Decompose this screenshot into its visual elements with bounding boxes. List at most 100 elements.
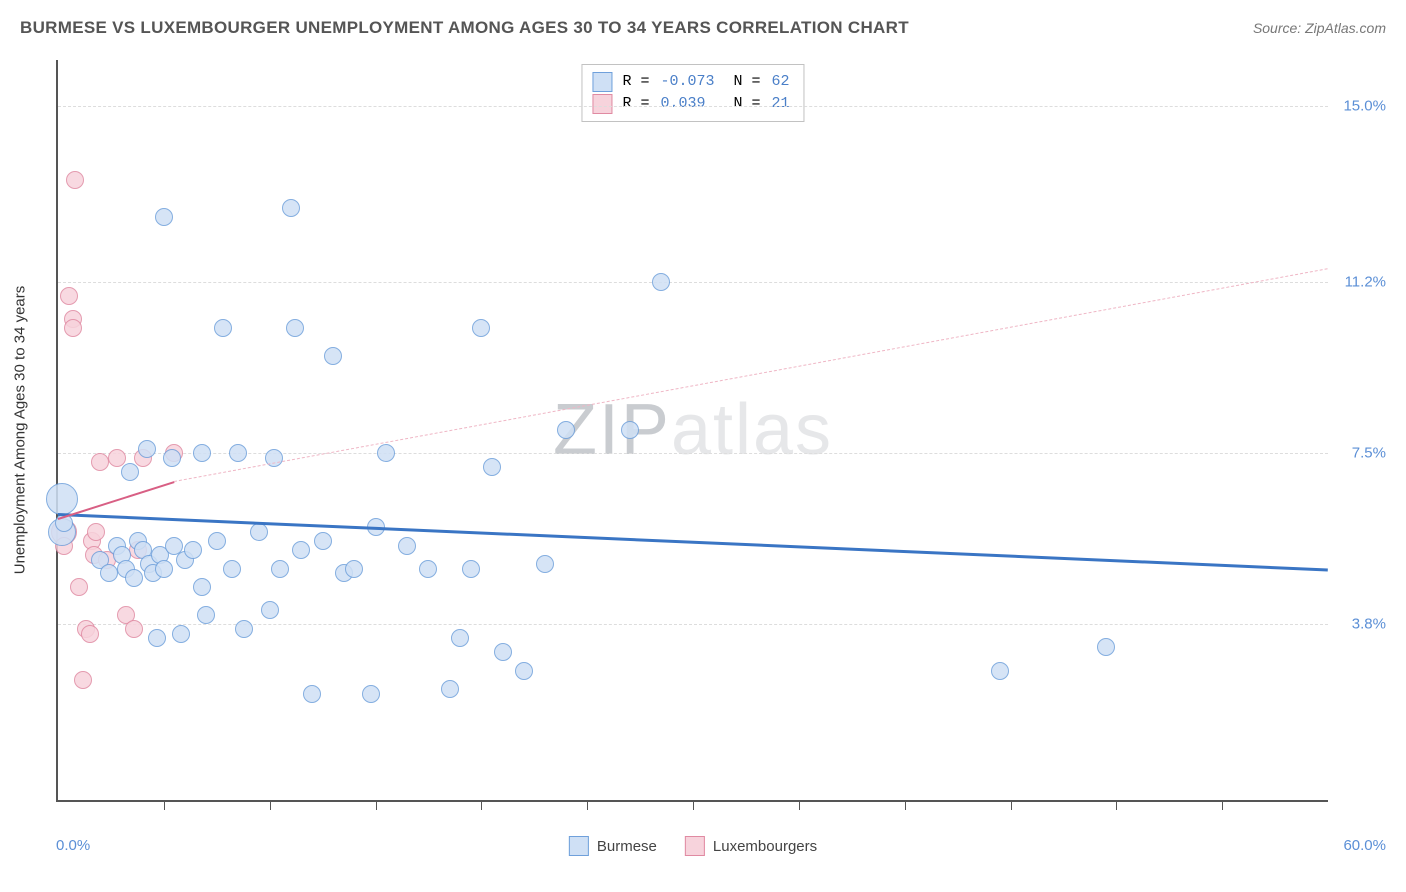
data-point bbox=[345, 560, 363, 578]
stat-n-label: N = 62 bbox=[724, 71, 789, 93]
stat-n-burmese: 62 bbox=[770, 73, 790, 90]
data-point bbox=[193, 444, 211, 462]
x-tick bbox=[270, 800, 271, 810]
data-point bbox=[462, 560, 480, 578]
data-point bbox=[121, 463, 139, 481]
data-point bbox=[991, 662, 1009, 680]
data-point bbox=[155, 208, 173, 226]
data-point bbox=[303, 685, 321, 703]
bottom-legend: Burmese Luxembourgers bbox=[569, 836, 817, 856]
data-point bbox=[362, 685, 380, 703]
data-point bbox=[87, 523, 105, 541]
x-min-label: 0.0% bbox=[56, 837, 90, 854]
data-point bbox=[536, 555, 554, 573]
data-point bbox=[66, 171, 84, 189]
legend-stats: R = -0.073 N = 62 R = 0.039 N = 21 bbox=[581, 64, 804, 122]
data-point bbox=[652, 273, 670, 291]
watermark-rest: atlas bbox=[671, 390, 833, 470]
stat-r-burmese: -0.073 bbox=[658, 73, 714, 90]
data-point bbox=[91, 453, 109, 471]
stat-n-lux: 21 bbox=[770, 95, 790, 112]
chart-title: BURMESE VS LUXEMBOURGER UNEMPLOYMENT AMO… bbox=[20, 18, 909, 38]
data-point bbox=[184, 541, 202, 559]
stat-r-label: R = -0.073 bbox=[622, 71, 714, 93]
data-point bbox=[235, 620, 253, 638]
stat-n-label: N = 21 bbox=[725, 93, 790, 115]
data-point bbox=[229, 444, 247, 462]
data-point bbox=[261, 601, 279, 619]
data-point bbox=[494, 643, 512, 661]
x-tick bbox=[481, 800, 482, 810]
data-point bbox=[472, 319, 490, 337]
regression-line bbox=[174, 268, 1328, 482]
y-tick-label: 3.8% bbox=[1352, 616, 1386, 633]
data-point bbox=[282, 199, 300, 217]
data-point bbox=[419, 560, 437, 578]
data-point bbox=[197, 606, 215, 624]
x-tick bbox=[905, 800, 906, 810]
data-point bbox=[138, 440, 156, 458]
x-max-label: 60.0% bbox=[1343, 837, 1386, 854]
stat-r-label: R = 0.039 bbox=[622, 93, 714, 115]
x-tick bbox=[693, 800, 694, 810]
data-point bbox=[208, 532, 226, 550]
plot-wrap: ZIPatlas Unemployment Among Ages 30 to 3… bbox=[56, 60, 1388, 832]
data-point bbox=[74, 671, 92, 689]
legend-item-burmese: Burmese bbox=[569, 836, 657, 856]
data-point bbox=[398, 537, 416, 555]
y-tick-label: 7.5% bbox=[1352, 445, 1386, 462]
legend-stats-row: R = 0.039 N = 21 bbox=[592, 93, 789, 115]
data-point bbox=[1097, 638, 1115, 656]
x-tick bbox=[799, 800, 800, 810]
data-point bbox=[377, 444, 395, 462]
regression-line bbox=[58, 513, 1328, 571]
swatch-burmese bbox=[569, 836, 589, 856]
data-point bbox=[81, 625, 99, 643]
data-point bbox=[193, 578, 211, 596]
legend-label: Burmese bbox=[597, 838, 657, 855]
gridline bbox=[58, 453, 1328, 454]
data-point bbox=[100, 564, 118, 582]
data-point bbox=[155, 560, 173, 578]
data-point bbox=[324, 347, 342, 365]
data-point bbox=[292, 541, 310, 559]
y-axis-title: Unemployment Among Ages 30 to 34 years bbox=[12, 286, 29, 575]
data-point bbox=[250, 523, 268, 541]
x-tick bbox=[1116, 800, 1117, 810]
y-tick-label: 11.2% bbox=[1345, 274, 1386, 291]
data-point bbox=[163, 449, 181, 467]
data-point bbox=[451, 629, 469, 647]
data-point bbox=[60, 287, 78, 305]
data-point bbox=[314, 532, 332, 550]
data-point bbox=[515, 662, 533, 680]
x-tick bbox=[1222, 800, 1223, 810]
data-point bbox=[271, 560, 289, 578]
scatter-plot: ZIPatlas Unemployment Among Ages 30 to 3… bbox=[56, 60, 1328, 802]
data-point bbox=[125, 569, 143, 587]
data-point bbox=[286, 319, 304, 337]
gridline bbox=[58, 282, 1328, 283]
swatch-burmese bbox=[592, 72, 612, 92]
data-point bbox=[214, 319, 232, 337]
data-point bbox=[223, 560, 241, 578]
data-point bbox=[70, 578, 88, 596]
data-point bbox=[557, 421, 575, 439]
source-label: Source: ZipAtlas.com bbox=[1253, 20, 1386, 36]
stat-r-lux: 0.039 bbox=[658, 95, 705, 112]
y-tick-label: 15.0% bbox=[1343, 98, 1386, 115]
legend-item-luxembourgers: Luxembourgers bbox=[685, 836, 817, 856]
data-point bbox=[483, 458, 501, 476]
watermark: ZIPatlas bbox=[553, 389, 833, 471]
x-tick bbox=[164, 800, 165, 810]
legend-stats-row: R = -0.073 N = 62 bbox=[592, 71, 789, 93]
data-point bbox=[441, 680, 459, 698]
data-point bbox=[172, 625, 190, 643]
legend-label: Luxembourgers bbox=[713, 838, 817, 855]
data-point bbox=[125, 620, 143, 638]
x-tick bbox=[587, 800, 588, 810]
data-point bbox=[46, 483, 78, 515]
data-point bbox=[621, 421, 639, 439]
data-point bbox=[64, 319, 82, 337]
x-tick bbox=[376, 800, 377, 810]
swatch-luxembourgers bbox=[592, 94, 612, 114]
